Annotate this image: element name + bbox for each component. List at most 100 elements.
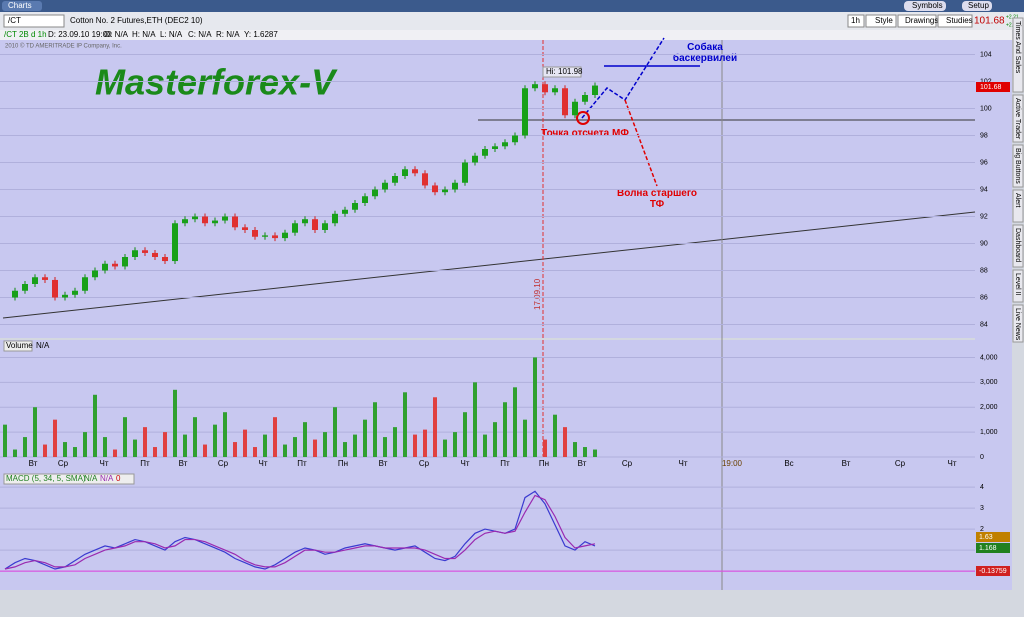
volume-bar	[553, 414, 557, 457]
description: Cotton No. 2 Futures,ETH (DEC2 10)	[70, 16, 203, 25]
volume-bar	[273, 417, 277, 457]
last-price: 101.68	[974, 16, 1005, 27]
value-box	[976, 543, 1010, 553]
volume-bar	[83, 432, 87, 457]
side-tab[interactable]	[1012, 17, 1024, 93]
trend-line	[2, 211, 976, 319]
setup-button[interactable]	[962, 1, 992, 11]
volume-bar	[13, 449, 17, 457]
button-label: Symbols	[912, 1, 943, 10]
volume-bar	[133, 439, 137, 457]
volume-bar	[213, 424, 217, 457]
candle	[132, 250, 138, 257]
y-tick-label: 100	[980, 105, 992, 112]
candle	[392, 176, 398, 183]
volume-bar	[113, 449, 117, 457]
window-tab[interactable]	[2, 1, 42, 11]
candle	[302, 219, 308, 224]
volume-bar	[53, 419, 57, 457]
x-tick-label: Ср	[419, 459, 430, 468]
volume-bar	[473, 382, 477, 457]
volume-bar	[513, 387, 517, 457]
x-tick-label: Вт	[179, 459, 188, 468]
volume-bar	[463, 412, 467, 457]
candle	[552, 88, 558, 93]
volume-bar	[303, 422, 307, 457]
studies-button[interactable]	[937, 14, 973, 28]
price-axis	[975, 40, 1012, 590]
annotation: Собака баскервилей	[673, 42, 737, 64]
candle	[542, 84, 548, 93]
x-tick-label: Ср	[218, 459, 229, 468]
candle	[462, 162, 468, 183]
drawings-button[interactable]	[897, 14, 937, 28]
volume-bar	[153, 447, 157, 457]
timeframe-button[interactable]	[847, 14, 865, 28]
volume-bar	[33, 407, 37, 457]
x-tick-label: Вт	[578, 459, 587, 468]
info-field: C: N/A	[188, 30, 212, 39]
side-tab[interactable]	[1012, 269, 1024, 303]
x-tick-label: Вт	[842, 459, 851, 468]
tool: Drawings	[905, 16, 938, 25]
side-tab-label: Dashboard	[1014, 228, 1021, 262]
candle	[42, 277, 48, 280]
info-field: /CT 2B d 1h	[4, 30, 47, 39]
macd-panel	[0, 472, 975, 590]
candle	[482, 149, 488, 156]
x-tick-label: Пт	[140, 459, 150, 468]
x-tick-label: Чт	[679, 459, 688, 468]
side-tab-label: Times And Sales	[1014, 21, 1021, 74]
candle	[282, 232, 288, 239]
volume-bar	[223, 412, 227, 457]
volume-bar	[123, 417, 127, 457]
y-tick-label: 3	[980, 505, 984, 512]
volume-bar	[353, 434, 357, 457]
candle	[52, 279, 58, 298]
candle	[492, 146, 498, 149]
symbols-button[interactable]	[904, 1, 946, 11]
side-tab[interactable]	[1012, 189, 1024, 223]
annotation-text: Точка отсчета МФ	[541, 128, 629, 139]
y-tick-label: 102	[980, 78, 992, 85]
volume-bar	[233, 442, 237, 457]
forecast-arrow	[624, 99, 658, 187]
y-tick-label: 88	[980, 267, 988, 274]
candle	[142, 250, 148, 253]
volume-bar	[93, 394, 97, 457]
tool: Style	[875, 16, 893, 25]
y-tick-label: 4	[980, 484, 984, 491]
candle	[402, 169, 408, 176]
volume-bar	[323, 432, 327, 457]
x-tick-label: Пт	[297, 459, 307, 468]
side-tab-label: Active Trader	[1014, 98, 1021, 140]
candle	[22, 284, 28, 291]
volume-bar	[143, 427, 147, 457]
candle	[352, 203, 358, 210]
y-tick-label: 0	[980, 454, 984, 461]
volume-bar	[503, 402, 507, 457]
button-label: Setup	[968, 1, 989, 10]
side-tab-label: Big Buttons	[1014, 148, 1021, 184]
volume-bar	[393, 427, 397, 457]
side-tab[interactable]	[1012, 94, 1024, 143]
candle	[572, 101, 578, 116]
volume-bar	[453, 432, 457, 457]
macd-status: N/A	[100, 474, 114, 483]
volume-bar	[263, 434, 267, 457]
candle	[92, 270, 98, 278]
info-field: H: N/A	[132, 30, 156, 39]
side-tab[interactable]	[1012, 224, 1024, 268]
symbol-input[interactable]	[3, 14, 65, 28]
candle	[152, 252, 158, 257]
candle	[12, 290, 18, 298]
side-tab[interactable]	[1012, 304, 1024, 343]
candle	[562, 88, 568, 116]
y-tick-label: 3,000	[980, 379, 998, 386]
candle	[432, 185, 438, 193]
style-button[interactable]	[865, 14, 897, 28]
side-tab[interactable]	[1012, 144, 1024, 188]
volume-bar	[563, 427, 567, 457]
candle	[292, 223, 298, 233]
volume-bar	[413, 434, 417, 457]
